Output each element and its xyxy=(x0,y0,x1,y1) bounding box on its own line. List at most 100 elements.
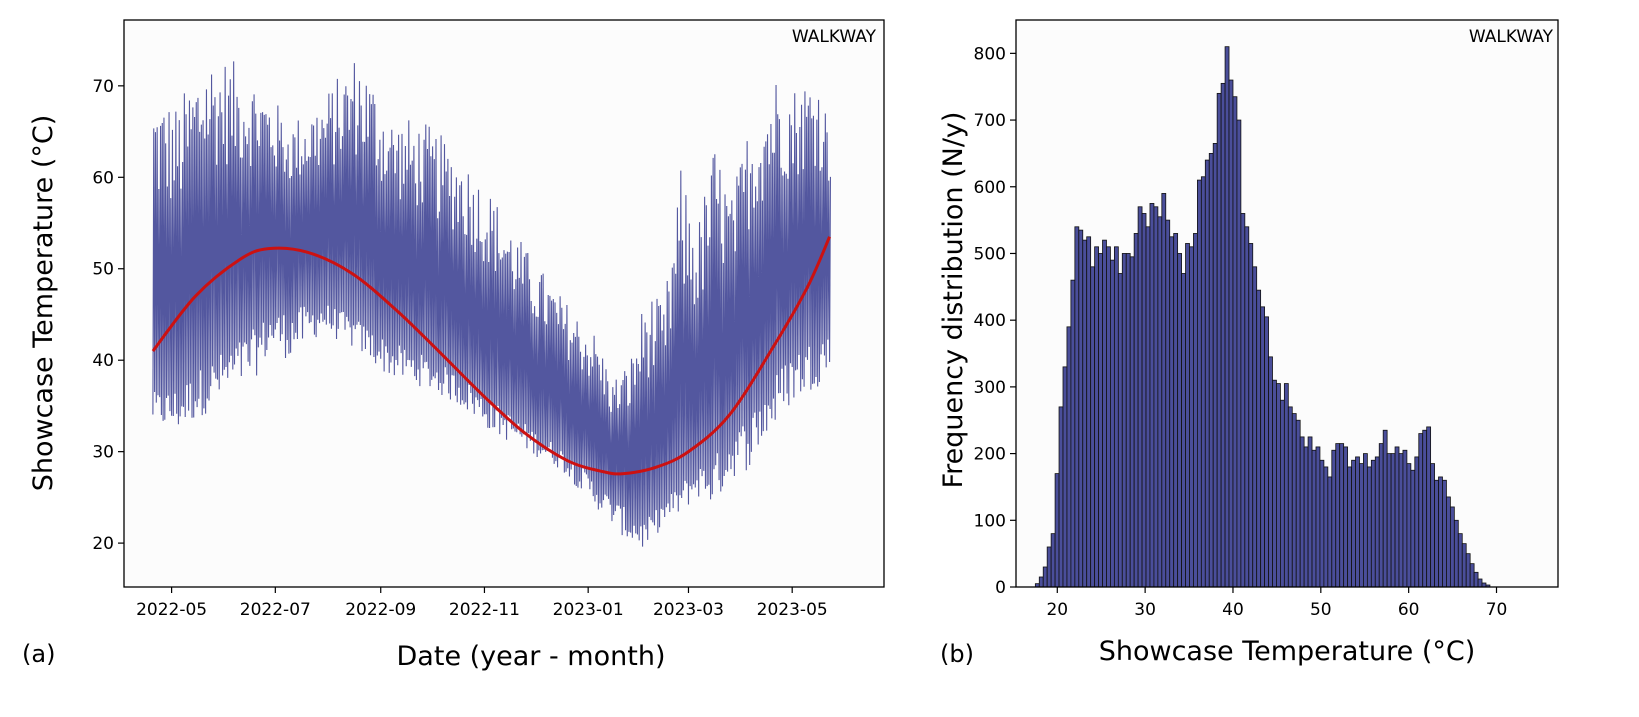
x-tick-label-a: 2022-09 xyxy=(345,600,416,620)
histogram-bar xyxy=(1208,153,1214,588)
histogram-bar xyxy=(1157,216,1163,588)
histogram-bar xyxy=(1315,446,1321,588)
y-tick-label-a: 60 xyxy=(92,168,114,188)
histogram-bar xyxy=(1390,453,1396,588)
x-tick-label-a: 2023-05 xyxy=(757,600,828,620)
histogram-bar xyxy=(1343,446,1349,588)
histogram-bar xyxy=(1276,383,1281,588)
y-tick-label-b: 400 xyxy=(974,311,1006,331)
histogram-bar xyxy=(1386,453,1392,588)
x-tick-label-a: 2023-01 xyxy=(553,600,624,620)
histogram-bar xyxy=(1244,226,1250,588)
x-tick-label-b: 40 xyxy=(1222,600,1244,620)
histogram-bar xyxy=(1121,253,1127,588)
histogram-bar xyxy=(1418,433,1424,588)
x-axis-a: 2022-05 2022-07 2022-09 2022-11 2023-01 2023-… xyxy=(136,587,828,620)
histogram-bar xyxy=(1347,466,1352,588)
x-tick-label-a: 2022-11 xyxy=(449,600,520,620)
histogram-bar xyxy=(1438,476,1443,588)
y-axis-b: 0 100 200 300 400 500 600 700 800 xyxy=(974,44,1016,598)
histogram-bar xyxy=(1363,453,1368,588)
histogram-bar xyxy=(1260,306,1266,588)
histogram-bar xyxy=(1046,546,1052,588)
histogram-bar xyxy=(1102,239,1107,588)
plot-frame-a xyxy=(123,19,885,588)
histogram-bar xyxy=(1366,466,1372,588)
y-tick-label-b: 700 xyxy=(974,111,1006,131)
histogram-bar xyxy=(1070,279,1076,588)
annotation-b: WALKWAY xyxy=(1469,27,1554,47)
histogram-bar xyxy=(1351,459,1356,588)
x-axis-b: 20 30 40 50 60 70 xyxy=(1046,587,1507,620)
panel-label-a: (a) xyxy=(22,640,55,668)
histogram-bar xyxy=(1106,246,1111,588)
histogram-bar xyxy=(1283,383,1289,588)
y-tick-label-b: 100 xyxy=(974,511,1006,531)
histogram-bar xyxy=(1228,79,1234,588)
panel-label-b: (b) xyxy=(940,640,974,668)
y-tick-label-a: 70 xyxy=(92,77,114,97)
x-tick-label-b: 50 xyxy=(1310,600,1332,620)
histogram-bar xyxy=(1133,233,1139,588)
histogram-bar xyxy=(1303,446,1309,588)
y-tick-label-a: 20 xyxy=(92,534,114,554)
histogram-bar xyxy=(1200,176,1206,588)
histogram-bar xyxy=(1185,243,1190,588)
histogram-bar xyxy=(1050,533,1056,588)
y-tick-label-b: 0 xyxy=(995,578,1006,598)
histogram-bar xyxy=(1149,203,1155,588)
histogram-bar xyxy=(1110,259,1115,588)
x-tick-label-a: 2022-07 xyxy=(240,600,311,620)
x-axis-label-a: Date (year - month) xyxy=(397,641,666,672)
histogram-bar xyxy=(1331,449,1337,588)
histogram-bar xyxy=(1465,553,1471,588)
histogram-bar xyxy=(1153,206,1159,588)
histogram-bar xyxy=(1414,456,1420,588)
histogram-bar xyxy=(1398,453,1404,588)
histogram-bar xyxy=(1236,119,1242,588)
histogram-bar xyxy=(1058,406,1064,588)
histogram-bar xyxy=(1394,446,1400,588)
histogram-bar xyxy=(1378,443,1384,588)
temperature-line xyxy=(152,61,831,547)
histogram-bar xyxy=(1287,406,1293,588)
histogram-bar xyxy=(1469,563,1475,588)
histogram-bar xyxy=(1382,429,1388,588)
histogram-bar xyxy=(1204,159,1210,588)
y-axis-label-a: Showcase Temperature (°C) xyxy=(28,115,59,492)
histogram-bar xyxy=(1359,463,1364,588)
histogram-bar xyxy=(1327,476,1333,588)
histogram-bar xyxy=(1449,506,1455,588)
histogram-bar xyxy=(1078,229,1084,588)
histogram-bar xyxy=(1042,566,1048,588)
histogram-bar xyxy=(1402,449,1408,588)
y-tick-label-a: 30 xyxy=(92,443,114,463)
histogram-bar xyxy=(1173,233,1179,588)
y-axis-a: 20 30 40 50 60 70 xyxy=(92,77,124,554)
histogram-bar xyxy=(1062,366,1068,588)
histogram-bar xyxy=(1446,496,1451,588)
x-tick-label-b: 70 xyxy=(1486,600,1508,620)
histogram-bar xyxy=(1370,459,1376,588)
y-tick-label-a: 40 xyxy=(92,351,114,371)
y-axis-label-b: Frequency distribution (N/y) xyxy=(938,112,969,489)
histogram-bar xyxy=(1137,206,1143,588)
histogram-bar xyxy=(1335,443,1341,588)
x-tick-label-a: 2022-05 xyxy=(136,600,207,620)
temperature-series-a xyxy=(152,61,831,547)
histogram-bar xyxy=(1461,543,1467,588)
panel-b: 0 100 200 300 400 500 600 700 800 20 30 40 50 60 70 W… xyxy=(938,19,1559,668)
histogram-bar xyxy=(1232,96,1238,588)
histogram-bar xyxy=(1240,213,1246,588)
trend-line xyxy=(151,236,831,476)
histogram-bar xyxy=(1086,236,1092,588)
histogram-bar xyxy=(1256,289,1262,588)
histogram-bar xyxy=(1477,578,1483,588)
histogram-bar xyxy=(1038,576,1044,588)
histogram-bar xyxy=(1442,479,1447,588)
histogram-bar xyxy=(1054,473,1060,588)
histogram-bar xyxy=(1374,456,1380,588)
histogram-bar xyxy=(1453,519,1459,588)
histogram-bar xyxy=(1473,571,1479,588)
